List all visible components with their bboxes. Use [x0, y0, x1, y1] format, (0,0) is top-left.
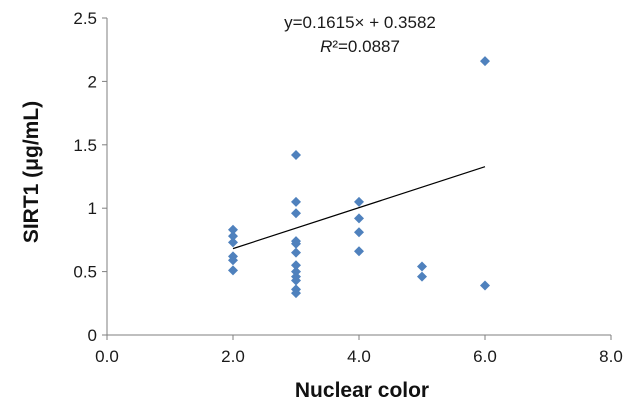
data-point [228, 231, 238, 242]
data-point [228, 237, 238, 248]
y-tick-label: 1.5 [73, 136, 97, 155]
y-axis-ticks: 0 0.5 1 1.5 2 2.5 [73, 9, 107, 345]
y-tick-label: 0.5 [73, 263, 97, 282]
trendline [232, 166, 486, 250]
data-point [228, 255, 238, 266]
data-point [417, 271, 427, 282]
data-point [354, 246, 364, 257]
data-point [291, 288, 301, 299]
data-point [354, 196, 364, 207]
x-tick-label: 0.0 [95, 347, 119, 366]
data-point [480, 280, 490, 291]
y-tick-label: 2 [88, 72, 97, 91]
x-tick-label: 4.0 [347, 347, 371, 366]
data-point [417, 261, 427, 272]
data-point [291, 208, 301, 219]
data-point [291, 247, 301, 258]
data-points [228, 56, 490, 299]
y-tick-label: 1 [88, 199, 97, 218]
r-squared-value: ²=0.0887 [332, 37, 400, 56]
y-tick-label: 0 [88, 326, 97, 345]
data-point [291, 238, 301, 249]
r-squared-label: R²=0.0887 [320, 37, 400, 56]
trendline-equation: y=0.1615× + 0.3582 [284, 13, 436, 32]
r-squared-symbol: R [320, 37, 332, 56]
data-point [228, 265, 238, 276]
x-tick-label: 2.0 [221, 347, 245, 366]
data-point [291, 275, 301, 286]
y-axis-title: SIRT1 (μg/mL) [20, 101, 43, 243]
y-tick-label: 2.5 [73, 9, 97, 28]
data-point [354, 227, 364, 238]
data-point [228, 224, 238, 235]
data-point [291, 266, 301, 277]
data-point [354, 213, 364, 224]
data-point [291, 260, 301, 271]
data-point [480, 56, 490, 67]
x-tick-label: 8.0 [599, 347, 623, 366]
x-axis-title: Nuclear color [295, 379, 429, 402]
x-axis-ticks: 0.0 2.0 4.0 6.0 8.0 [95, 335, 623, 366]
data-point [291, 196, 301, 207]
x-tick-label: 6.0 [473, 347, 497, 366]
data-point [291, 149, 301, 160]
